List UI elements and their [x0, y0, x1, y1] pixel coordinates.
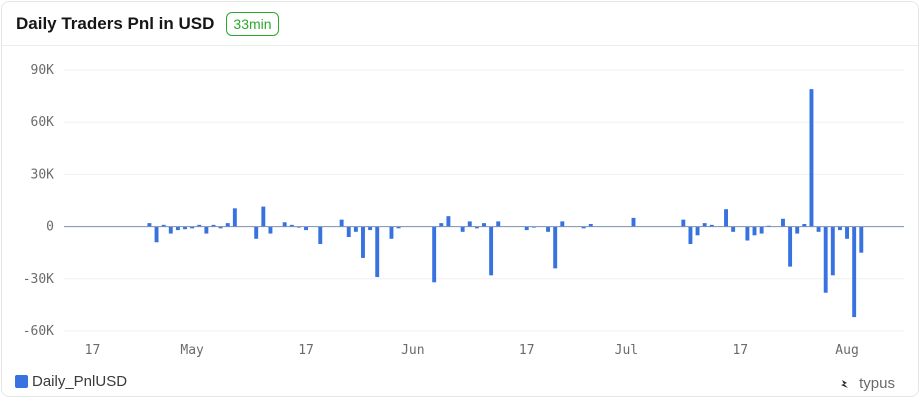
bar	[289, 224, 294, 227]
bar	[788, 226, 793, 267]
bar	[688, 226, 693, 244]
x-tick-label: May	[180, 343, 204, 358]
bar	[489, 226, 494, 276]
x-tick-label: Jun	[401, 343, 424, 358]
bar	[368, 226, 373, 231]
x-tick-label: 17	[85, 343, 101, 358]
bar	[232, 208, 237, 227]
bar	[225, 223, 230, 227]
bar	[268, 226, 273, 234]
legend-swatch	[15, 375, 28, 388]
pnl-bar-chart: 90K 60K 30K 0 -30K -60K 17 May 17 Jun 17 Jul 17 Aug	[23, 63, 904, 358]
bar	[681, 219, 686, 227]
bar	[432, 226, 437, 283]
chart-title: Daily Traders Pnl in USD	[16, 13, 215, 33]
bar	[560, 221, 565, 227]
bar	[446, 216, 451, 227]
bar	[795, 226, 800, 234]
bar	[859, 226, 864, 253]
x-tick-label: Aug	[835, 343, 858, 358]
bar	[745, 226, 750, 241]
bar	[467, 221, 472, 227]
bar	[154, 226, 159, 243]
bar	[731, 226, 736, 232]
bar	[147, 223, 152, 227]
bar	[823, 226, 828, 293]
bar	[190, 226, 195, 229]
bar	[261, 206, 266, 227]
y-tick-label: 90K	[31, 63, 55, 78]
x-tick-label: 17	[298, 343, 314, 358]
legend-label: Daily_PnlUSD	[32, 373, 128, 390]
bar	[439, 223, 444, 227]
bar	[339, 219, 344, 227]
bar	[282, 222, 287, 227]
bar	[474, 226, 479, 229]
y-tick-label: 0	[46, 220, 54, 235]
refresh-age-badge[interactable]: 33min	[226, 11, 279, 36]
x-tick-label: Jul	[615, 343, 638, 358]
bar	[781, 218, 785, 227]
bar	[852, 226, 857, 318]
bar	[197, 224, 202, 227]
bar	[845, 226, 850, 239]
bar	[361, 226, 365, 258]
bar	[396, 226, 401, 229]
bar	[204, 226, 209, 234]
bar	[752, 226, 757, 236]
bar	[482, 223, 486, 227]
card-header: Daily Traders Pnl in USD 33min	[2, 2, 918, 46]
bar	[695, 226, 700, 236]
y-tick-label: 30K	[31, 167, 55, 182]
bar	[588, 223, 593, 227]
bar	[759, 226, 764, 234]
bar	[218, 226, 223, 229]
bar	[183, 226, 187, 230]
bar	[802, 223, 807, 227]
bar	[346, 226, 351, 238]
bar	[816, 226, 821, 232]
bar	[830, 226, 835, 276]
y-tick-label: 60K	[31, 115, 55, 130]
bar	[546, 226, 551, 232]
bar	[524, 226, 529, 231]
bar	[809, 89, 814, 227]
bar	[211, 224, 216, 227]
bar	[702, 223, 707, 227]
bar	[168, 226, 173, 234]
bar	[318, 226, 323, 244]
bar	[304, 226, 308, 231]
bar	[709, 224, 714, 227]
brand-name: typus	[859, 375, 895, 392]
bar	[496, 221, 501, 227]
bar	[375, 226, 380, 278]
bar	[161, 224, 166, 227]
brand-watermark: typus	[839, 375, 895, 392]
bar	[631, 217, 636, 227]
bar	[837, 226, 842, 231]
bar	[460, 226, 465, 232]
x-tick-label: 17	[519, 343, 535, 358]
x-tick-label: 17	[732, 343, 748, 358]
typus-logo-icon	[841, 379, 849, 388]
bar	[389, 226, 394, 239]
y-tick-label: -30K	[23, 272, 54, 287]
bar	[581, 226, 586, 229]
chart-legend[interactable]: Daily_PnlUSD	[15, 373, 127, 390]
bar	[353, 226, 358, 232]
y-tick-label: -60K	[23, 324, 54, 339]
bar	[553, 226, 558, 269]
bar	[724, 209, 728, 227]
bar	[175, 226, 180, 231]
bar	[254, 226, 259, 239]
